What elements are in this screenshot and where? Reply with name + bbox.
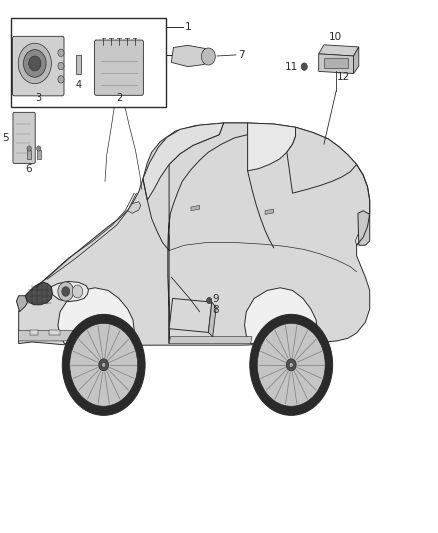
Bar bbox=[324, 58, 348, 68]
Polygon shape bbox=[247, 123, 296, 171]
Text: 4: 4 bbox=[76, 80, 82, 91]
Circle shape bbox=[99, 359, 109, 371]
Polygon shape bbox=[265, 209, 274, 214]
Text: 6: 6 bbox=[25, 165, 32, 174]
Polygon shape bbox=[128, 201, 141, 213]
Text: 10: 10 bbox=[328, 31, 342, 42]
Polygon shape bbox=[169, 337, 252, 344]
Circle shape bbox=[72, 285, 83, 298]
Polygon shape bbox=[309, 336, 325, 344]
Text: 1: 1 bbox=[185, 22, 192, 33]
Polygon shape bbox=[19, 123, 370, 345]
Circle shape bbox=[58, 62, 64, 70]
Circle shape bbox=[58, 49, 64, 56]
Polygon shape bbox=[353, 47, 359, 74]
Circle shape bbox=[149, 51, 156, 60]
Polygon shape bbox=[25, 282, 53, 305]
Circle shape bbox=[36, 146, 41, 151]
Circle shape bbox=[301, 63, 307, 70]
Polygon shape bbox=[19, 330, 86, 341]
Polygon shape bbox=[319, 45, 359, 56]
Polygon shape bbox=[358, 211, 370, 245]
Polygon shape bbox=[287, 127, 357, 193]
Circle shape bbox=[24, 50, 46, 77]
Text: 3: 3 bbox=[35, 93, 41, 103]
Bar bbox=[76, 55, 81, 74]
Bar bbox=[11, 18, 166, 107]
Polygon shape bbox=[58, 288, 134, 344]
Circle shape bbox=[18, 43, 51, 84]
Circle shape bbox=[289, 362, 293, 367]
FancyBboxPatch shape bbox=[13, 112, 35, 164]
FancyBboxPatch shape bbox=[13, 36, 64, 96]
Text: 8: 8 bbox=[213, 305, 219, 315]
Polygon shape bbox=[171, 45, 210, 67]
Circle shape bbox=[250, 314, 332, 415]
Circle shape bbox=[286, 359, 296, 371]
Polygon shape bbox=[51, 281, 88, 302]
Bar bbox=[27, 150, 31, 159]
Text: 2: 2 bbox=[116, 93, 122, 103]
Text: 11: 11 bbox=[285, 62, 298, 71]
Polygon shape bbox=[169, 298, 212, 333]
Circle shape bbox=[27, 146, 31, 151]
Polygon shape bbox=[143, 123, 224, 200]
Circle shape bbox=[62, 287, 70, 296]
FancyBboxPatch shape bbox=[95, 40, 143, 95]
Circle shape bbox=[201, 48, 215, 65]
Polygon shape bbox=[29, 330, 38, 335]
Polygon shape bbox=[49, 330, 60, 335]
Text: 9: 9 bbox=[213, 294, 219, 304]
Text: 7: 7 bbox=[238, 50, 245, 60]
Polygon shape bbox=[355, 225, 367, 245]
Polygon shape bbox=[208, 302, 216, 337]
Polygon shape bbox=[191, 205, 200, 211]
Circle shape bbox=[28, 56, 41, 71]
Polygon shape bbox=[244, 288, 318, 344]
Circle shape bbox=[70, 324, 138, 406]
Bar bbox=[36, 150, 41, 159]
Circle shape bbox=[62, 314, 145, 415]
Circle shape bbox=[207, 297, 212, 304]
Circle shape bbox=[102, 362, 106, 367]
Polygon shape bbox=[168, 123, 247, 344]
Circle shape bbox=[58, 76, 64, 83]
Circle shape bbox=[58, 282, 74, 301]
Text: 5: 5 bbox=[3, 133, 9, 143]
Polygon shape bbox=[17, 296, 28, 312]
Circle shape bbox=[257, 324, 325, 406]
Polygon shape bbox=[319, 54, 353, 74]
Text: 12: 12 bbox=[337, 72, 350, 82]
